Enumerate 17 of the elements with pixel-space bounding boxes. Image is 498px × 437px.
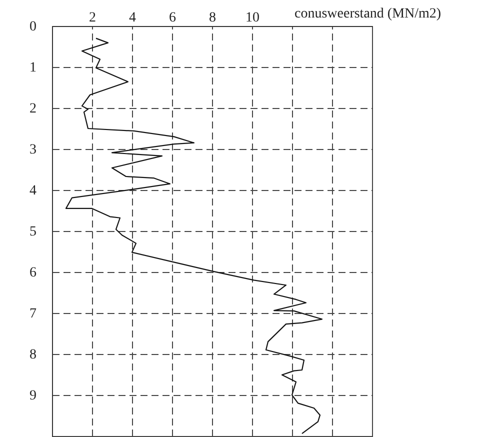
y-tick-label: 3	[30, 142, 36, 158]
y-tick-label: 7	[30, 306, 36, 322]
x-tick-label: 2	[89, 10, 96, 26]
x-axis-title: conusweerstand (MN/m2)	[294, 6, 442, 22]
line-series	[65, 38, 323, 434]
y-tick-label: 6	[30, 266, 36, 280]
y-tick-label: 5	[30, 224, 36, 240]
y-tick-label: 2	[30, 102, 36, 116]
y-tick-label: 9	[30, 388, 36, 404]
y-tick-label: 1	[30, 60, 36, 76]
x-tick-label: 8	[209, 10, 216, 26]
x-tick-label: 10	[246, 10, 260, 26]
y-tick-label: 0	[30, 20, 36, 34]
x-tick-label: 4	[129, 10, 136, 26]
y-tick-label: 8	[30, 348, 36, 362]
y-tick-label: 4	[30, 184, 36, 198]
x-tick-label: 6	[169, 10, 176, 26]
